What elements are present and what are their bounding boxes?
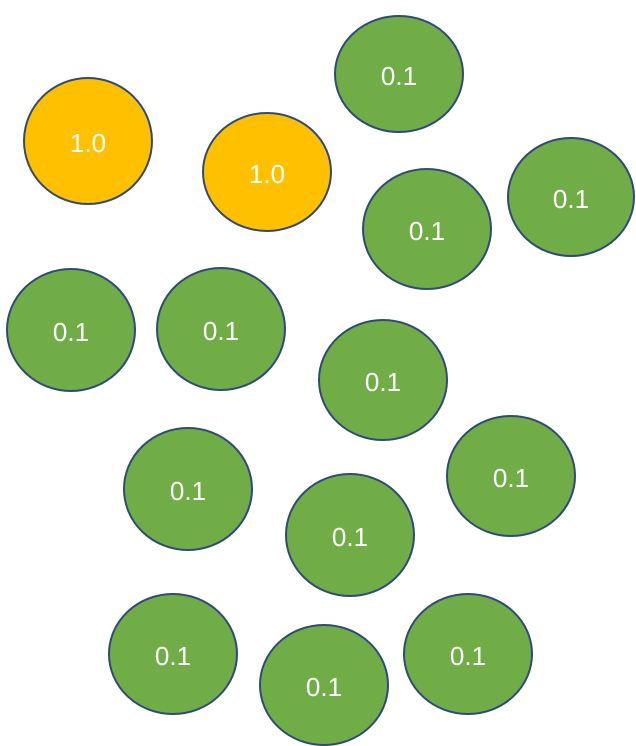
node-label: 0.1: [450, 641, 486, 671]
node-circle: [285, 473, 415, 597]
node-circle: [23, 77, 153, 205]
node-label: 0.1: [553, 184, 589, 214]
node-3: 0.1: [334, 15, 464, 133]
node-circle: [403, 593, 533, 715]
node-7: 0.1: [156, 267, 286, 391]
node-circle: [156, 267, 286, 391]
node-label: 0.1: [203, 316, 239, 346]
node-circle: [334, 15, 464, 133]
node-10: 0.1: [446, 415, 576, 537]
node-2: 1.0: [202, 112, 332, 232]
node-label: 0.1: [493, 463, 529, 493]
node-8: 0.1: [318, 319, 448, 441]
node-circle: [202, 112, 332, 232]
node-1: 1.0: [23, 77, 153, 205]
node-11: 0.1: [285, 473, 415, 597]
node-4: 0.1: [362, 168, 492, 290]
node-6: 0.1: [6, 268, 136, 392]
node-circle: [507, 137, 635, 257]
node-label: 0.1: [332, 522, 368, 552]
node-label: 0.1: [155, 641, 191, 671]
node-label: 0.1: [170, 476, 206, 506]
node-label: 1.0: [249, 159, 285, 189]
node-label: 1.0: [70, 128, 106, 158]
node-circle: [362, 168, 492, 290]
node-5: 0.1: [507, 137, 635, 257]
node-circle: [6, 268, 136, 392]
node-circle: [318, 319, 448, 441]
node-12: 0.1: [108, 593, 238, 715]
node-13: 0.1: [259, 624, 389, 746]
node-label: 0.1: [381, 61, 417, 91]
node-label: 0.1: [365, 367, 401, 397]
node-14: 0.1: [403, 593, 533, 715]
node-circle: [108, 593, 238, 715]
node-label: 0.1: [409, 216, 445, 246]
node-9: 0.1: [123, 427, 253, 551]
node-label: 0.1: [306, 672, 342, 702]
node-circle: [446, 415, 576, 537]
node-circle: [123, 427, 253, 551]
node-circle: [259, 624, 389, 746]
node-label: 0.1: [53, 317, 89, 347]
